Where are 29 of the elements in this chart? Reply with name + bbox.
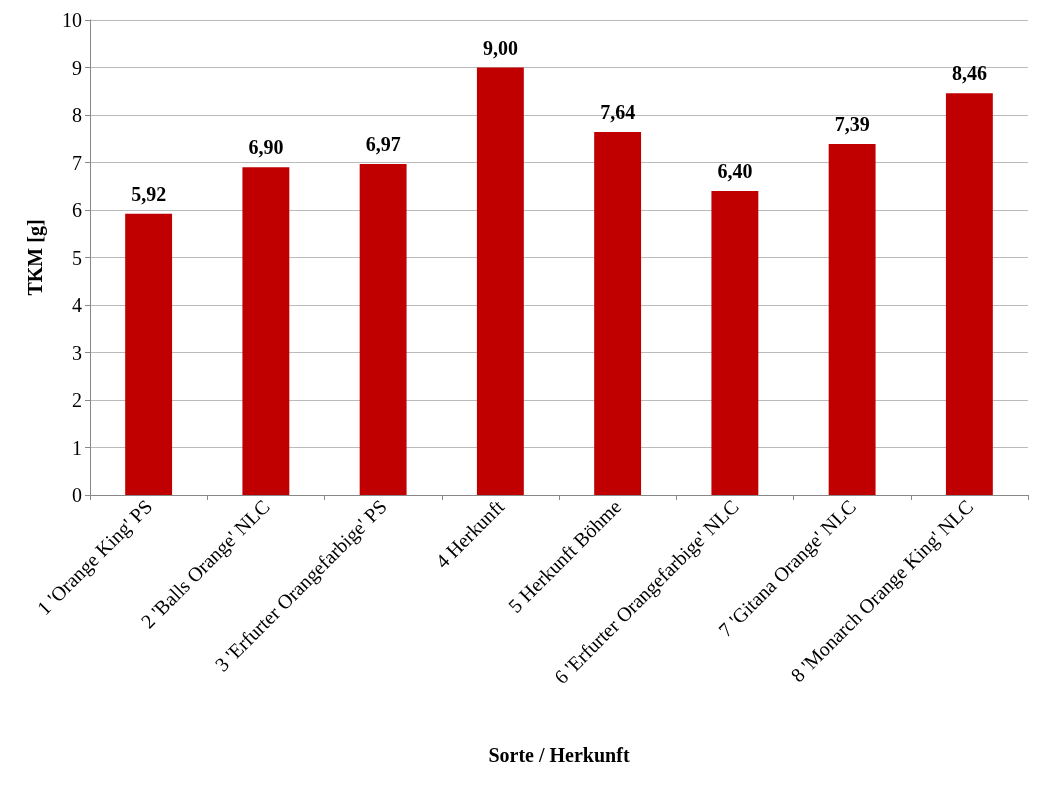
y-axis-title: TKM [g] xyxy=(24,219,47,296)
bar xyxy=(125,213,173,495)
y-tick-label: 4 xyxy=(72,294,82,316)
bar xyxy=(828,143,876,495)
y-tick-label: 6 xyxy=(72,199,82,221)
x-axis-title: Sorte / Herkunft xyxy=(488,744,630,766)
data-label: 8,46 xyxy=(951,62,987,85)
y-tick-label: 3 xyxy=(72,341,82,364)
bar xyxy=(945,93,993,495)
data-label: 7,39 xyxy=(834,112,870,135)
data-label: 7,64 xyxy=(600,101,636,124)
bar xyxy=(711,191,759,495)
data-label: 9,00 xyxy=(482,36,518,59)
y-tick-label: 2 xyxy=(72,389,82,411)
data-label: 5,92 xyxy=(131,182,167,205)
y-tick-label: 9 xyxy=(72,56,82,79)
bar xyxy=(359,163,407,495)
y-tick-label: 5 xyxy=(72,246,82,269)
data-label: 6,40 xyxy=(717,160,753,182)
bar xyxy=(476,67,524,495)
data-label: 6,90 xyxy=(248,136,284,159)
y-tick-label: 10 xyxy=(62,9,82,31)
y-tick-label: 1 xyxy=(72,436,82,459)
data-label: 6,97 xyxy=(365,132,401,155)
y-tick-label: 8 xyxy=(72,104,82,126)
y-tick-label: 7 xyxy=(72,151,82,174)
y-tick-label: 0 xyxy=(72,484,82,506)
bar xyxy=(242,167,290,495)
bar xyxy=(594,132,642,495)
